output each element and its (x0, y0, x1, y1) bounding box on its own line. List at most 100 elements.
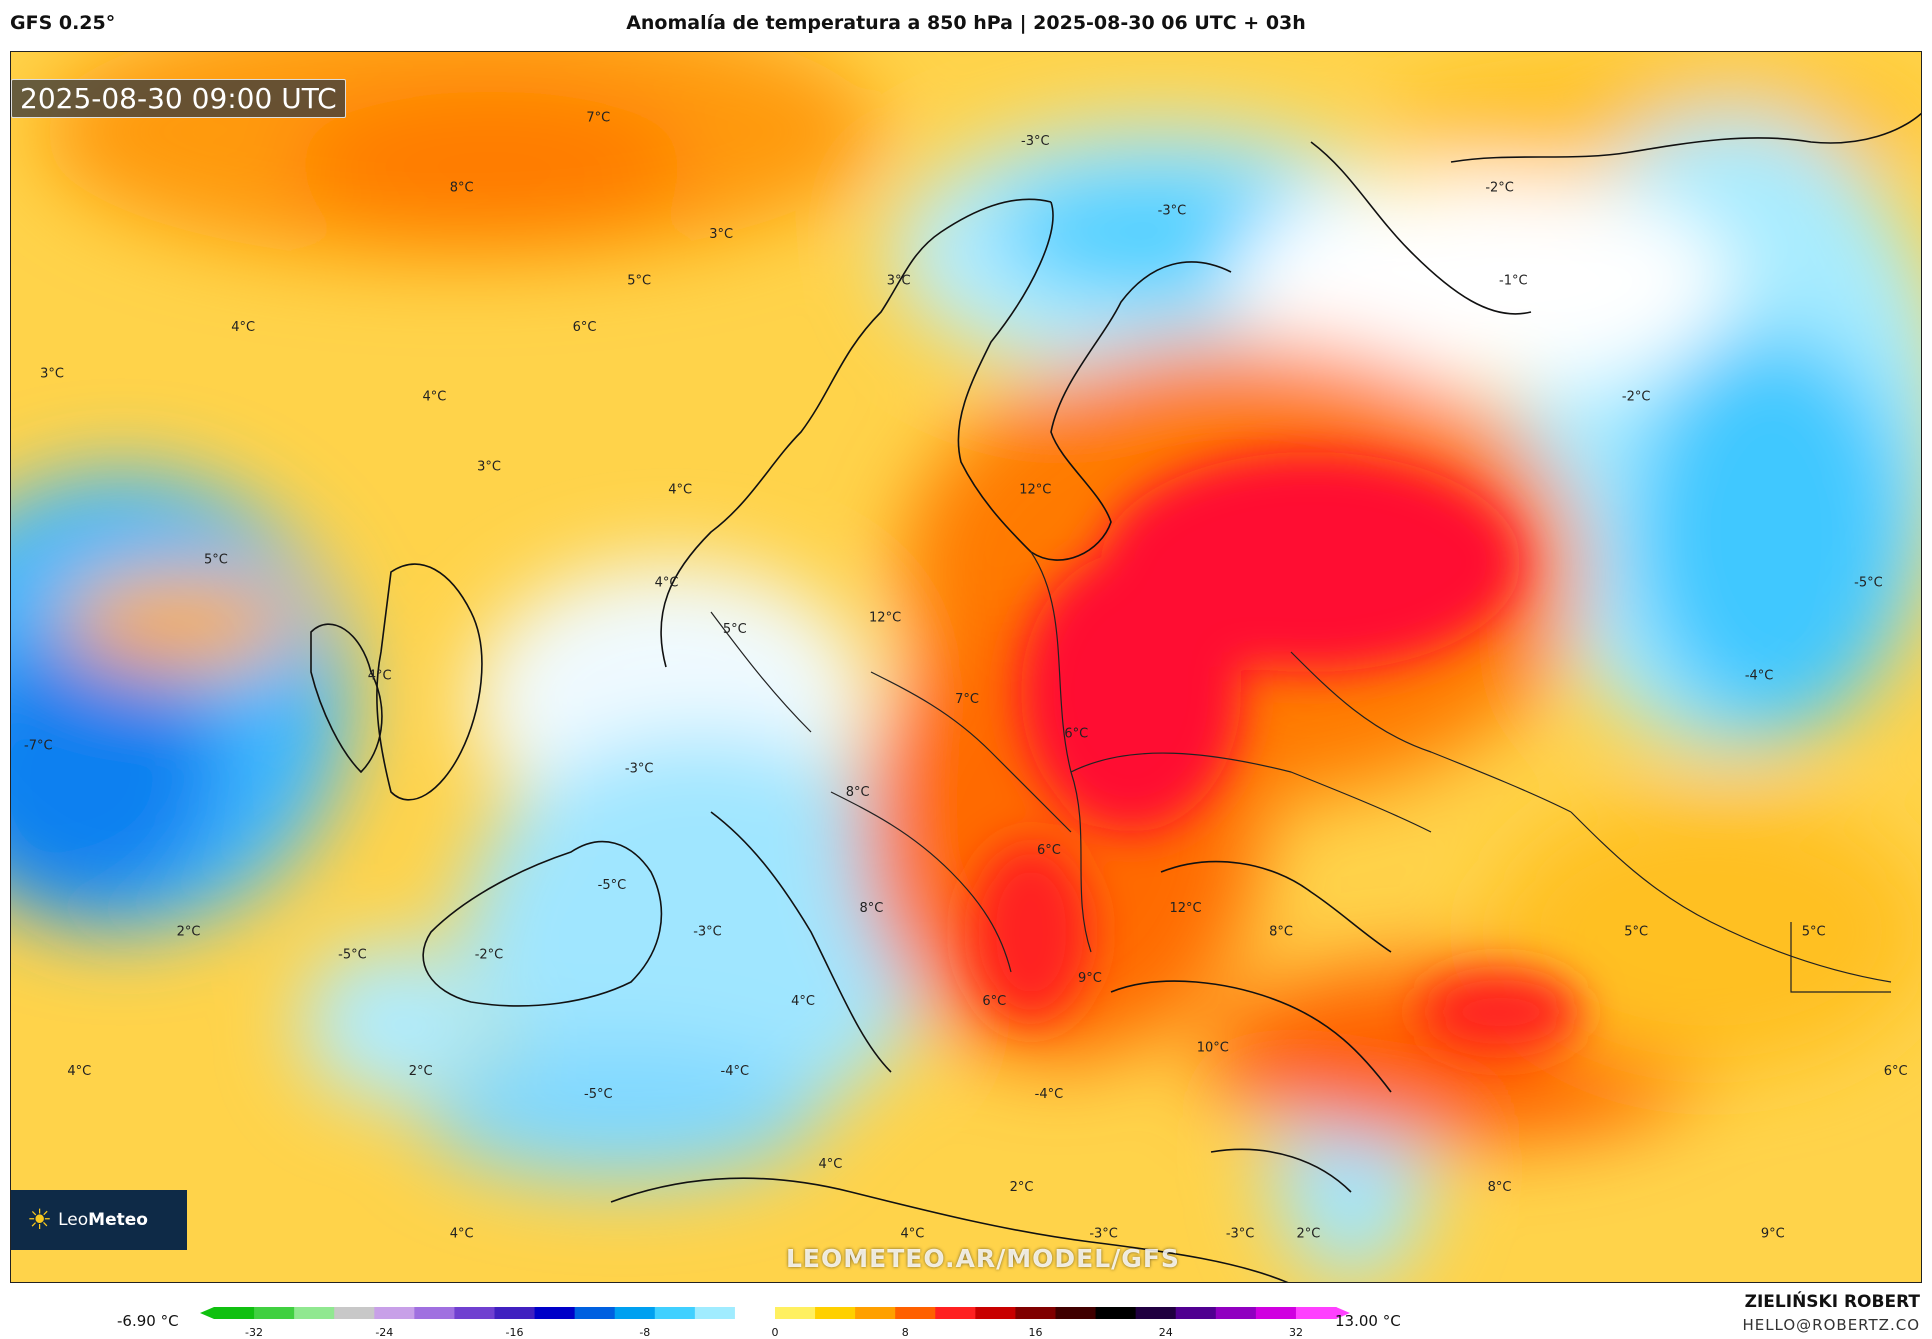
scale-swatch (895, 1307, 936, 1319)
temperature-label: 8°C (1269, 924, 1293, 939)
color-scale: -6.90 °C -32 -24 -16 -8 0 8 16 24 32 13.00 °C ZI… (0, 1284, 1932, 1339)
temperature-label: 6°C (573, 320, 597, 335)
author-name: ZIELIŃSKI ROBERT (1744, 1292, 1920, 1312)
scale-swatch (614, 1307, 656, 1319)
temperature-label: 4°C (900, 1227, 924, 1242)
watermark: LEOMETEO.AR/MODEL/GFS (786, 1244, 1180, 1273)
temperature-label: -4°C (1035, 1087, 1064, 1102)
logo-text: LeoMeteo (58, 1210, 148, 1230)
scale-swatch (734, 1307, 776, 1319)
scale-swatch (574, 1307, 616, 1319)
scale-tick-label: 0 (771, 1326, 779, 1339)
temperature-label: -5°C (1854, 576, 1883, 591)
temperature-label: 2°C (1010, 1180, 1034, 1195)
scale-tick-label: 32 (1289, 1326, 1303, 1339)
temperature-label: 6°C (1064, 727, 1088, 742)
model-label: GFS 0.25° (10, 12, 116, 34)
temperature-label: 7°C (955, 692, 979, 707)
temperature-label: 8°C (859, 901, 883, 916)
scale-swatch (1295, 1307, 1337, 1319)
scale-swatch (815, 1307, 856, 1319)
scale-arrow-left (200, 1307, 214, 1319)
temperature-label: 5°C (1624, 924, 1648, 939)
scale-swatch (975, 1307, 1017, 1319)
anomaly-map[interactable]: 7°C 8°C 3°C 5°C 6°C 4°C 3°C 4°C 3°C 3°C 4°C -3°C -3°… (10, 51, 1922, 1283)
chart-title: Anomalía de temperatura a 850 hPa | 2025… (626, 12, 1306, 34)
temperature-label: -3°C (1226, 1227, 1255, 1242)
scale-swatch (1175, 1307, 1217, 1319)
temperature-label: -2°C (1622, 390, 1651, 405)
temperature-label: 9°C (1761, 1227, 1785, 1242)
temperature-label: 2°C (409, 1064, 433, 1079)
temperature-label: 3°C (477, 459, 501, 474)
temperature-label: -5°C (584, 1087, 613, 1102)
scale-swatch (534, 1307, 576, 1319)
temperature-label: 6°C (982, 994, 1006, 1009)
scale-tick-label: 8 (901, 1326, 909, 1339)
temperature-label: -2°C (1485, 181, 1514, 196)
temperature-label: 9°C (1078, 971, 1102, 986)
scale-swatch (494, 1307, 536, 1319)
map-canvas: 7°C 8°C 3°C 5°C 6°C 4°C 3°C 4°C 3°C 3°C 4°C -3°C -3°… (11, 52, 1921, 1282)
header: GFS 0.25° Anomalía de temperatura a 850 … (0, 0, 1932, 50)
temperature-label: -4°C (1745, 669, 1774, 684)
temperature-label: 2°C (177, 924, 201, 939)
scale-swatch (454, 1307, 496, 1319)
temperature-label: 12°C (1169, 901, 1201, 916)
scale-max-label: 13.00 °C (1335, 1312, 1401, 1330)
leometeo-logo: ☀ LeoMeteo (11, 1190, 187, 1250)
temperature-label: 4°C (668, 483, 692, 498)
borders (710, 551, 1892, 993)
temperature-labels: 7°C 8°C 3°C 5°C 6°C 4°C 3°C 4°C 3°C 3°C 4°C -3°C -3°… (24, 111, 1908, 1242)
scale-swatch (374, 1307, 415, 1319)
temperature-label: 5°C (1802, 924, 1826, 939)
temperature-label: 4°C (791, 994, 815, 1009)
scale-swatch (1215, 1307, 1257, 1319)
temperature-label: -3°C (1021, 134, 1050, 149)
scale-swatch (214, 1307, 255, 1319)
scale-swatch (654, 1307, 696, 1319)
scale-swatch (294, 1307, 335, 1319)
temperature-label: -3°C (625, 762, 654, 777)
temperature-label: -3°C (693, 924, 722, 939)
scale-swatch (1055, 1307, 1097, 1319)
temperature-label: 3°C (40, 366, 64, 381)
scale-swatch (334, 1307, 375, 1319)
scale-tick-label: -32 (245, 1326, 263, 1339)
temperature-label: -5°C (338, 948, 367, 963)
valid-time-badge: 2025-08-30 09:00 UTC (11, 79, 346, 118)
scale-swatch (935, 1307, 976, 1319)
scale-swatch (855, 1307, 896, 1319)
temperature-label: 8°C (846, 785, 870, 800)
temperature-label: 3°C (887, 274, 911, 289)
temperature-label: -7°C (24, 738, 53, 753)
scale-arrow-right (1336, 1307, 1350, 1319)
scale-swatch (254, 1307, 295, 1319)
temperature-label: -4°C (721, 1064, 750, 1079)
temperature-label: -3°C (1089, 1227, 1118, 1242)
warm-core (971, 452, 1581, 1052)
scale-bar (200, 1307, 1350, 1319)
scale-swatch (694, 1307, 736, 1319)
temperature-label: 12°C (869, 611, 901, 626)
scale-tick-label: -16 (505, 1326, 524, 1339)
scale-swatch (414, 1307, 456, 1319)
temperature-label: 4°C (67, 1064, 91, 1079)
scale-swatch (1255, 1307, 1297, 1319)
scale-swatch (775, 1307, 816, 1319)
temperature-label: 4°C (368, 669, 392, 684)
temperature-label: 4°C (655, 576, 679, 591)
scale-tick-label: -8 (639, 1326, 651, 1339)
scale-tick-label: 24 (1158, 1326, 1173, 1339)
coastlines (310, 112, 1921, 1282)
temperature-label: 4°C (818, 1157, 842, 1172)
scale-swatch (1135, 1307, 1177, 1319)
temperature-label: 5°C (204, 552, 228, 567)
temperature-label: 2°C (1296, 1227, 1320, 1242)
temperature-label: -5°C (598, 878, 627, 893)
temperature-label: 6°C (1884, 1064, 1908, 1079)
temperature-label: 7°C (586, 111, 610, 126)
scale-min-label: -6.90 °C (117, 1312, 179, 1330)
temperature-label: 10°C (1197, 1041, 1229, 1056)
temperature-label: -2°C (475, 948, 504, 963)
